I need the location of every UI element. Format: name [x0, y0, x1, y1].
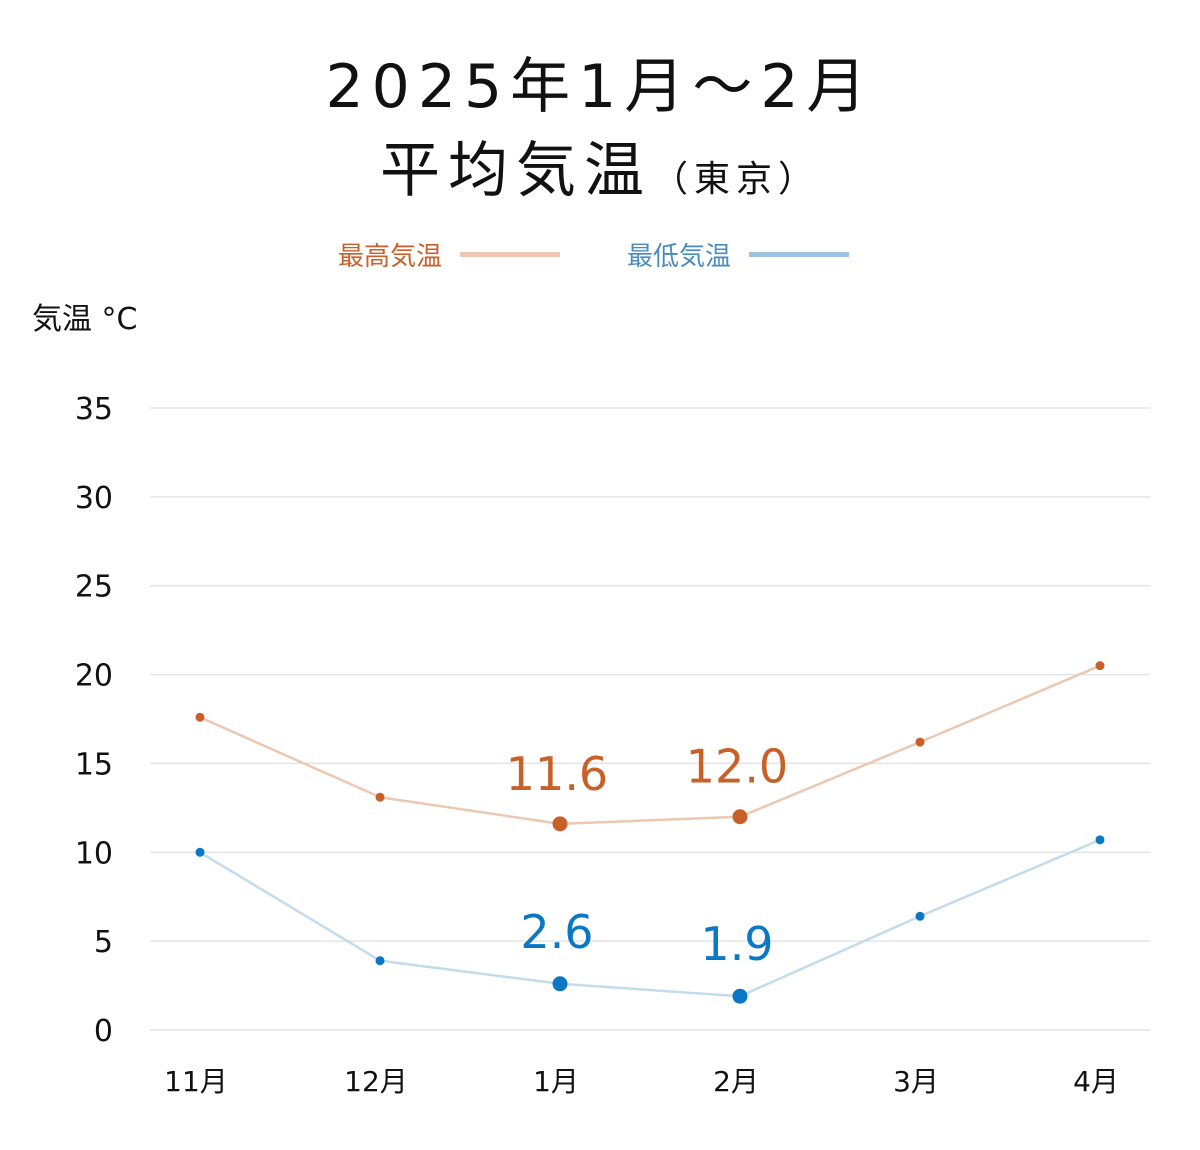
legend-label-high: 最高気温	[338, 242, 443, 272]
data-point	[732, 988, 748, 1004]
x-tick-label: 2月	[713, 1065, 759, 1098]
data-label: 2.6	[520, 905, 593, 959]
chart-title: 2025年1月～2月	[325, 52, 875, 122]
data-label: 1.9	[700, 917, 773, 971]
x-tick-label: 4月	[1073, 1065, 1119, 1098]
data-point	[1095, 835, 1105, 845]
legend-item-high: 最高気温	[338, 236, 561, 273]
data-point	[915, 911, 925, 921]
data-point	[375, 956, 385, 966]
x-tick-label: 11月	[164, 1065, 228, 1098]
data-point	[375, 792, 385, 802]
y-tick-label: 15	[75, 747, 113, 782]
legend-label-low: 最低気温	[627, 242, 732, 272]
data-point	[195, 847, 205, 857]
subtitle-text: 平均気温	[379, 136, 652, 206]
legend-item-low: 最低気温	[627, 236, 850, 273]
y-axis-label: 気温 °C	[32, 302, 138, 337]
data-point	[552, 976, 568, 992]
x-tick-label: 1月	[533, 1065, 579, 1098]
subtitle-note: （東京）	[651, 159, 820, 200]
legend-line-low	[749, 252, 850, 257]
data-label: 11.6	[506, 747, 608, 801]
y-tick-label: 5	[94, 925, 113, 960]
y-tick-label: 30	[75, 481, 113, 516]
data-point	[915, 737, 925, 747]
data-point	[552, 816, 568, 832]
data-point	[1095, 661, 1105, 671]
x-tick-label: 12月	[344, 1065, 408, 1098]
data-point	[195, 712, 205, 722]
series-line-low	[199, 838, 1101, 998]
y-tick-label: 0	[94, 1014, 113, 1049]
y-tick-label: 10	[75, 836, 113, 871]
legend-line-high	[460, 252, 561, 257]
series-line-high	[199, 664, 1101, 826]
chart-subtitle: 平均気温（東京）	[0, 122, 1200, 209]
y-tick-label: 25	[75, 570, 113, 605]
y-tick-label: 35	[75, 392, 113, 427]
x-tick-label: 3月	[893, 1065, 939, 1098]
data-point	[732, 809, 748, 825]
data-label: 12.0	[686, 740, 788, 794]
y-tick-label: 20	[75, 659, 113, 694]
